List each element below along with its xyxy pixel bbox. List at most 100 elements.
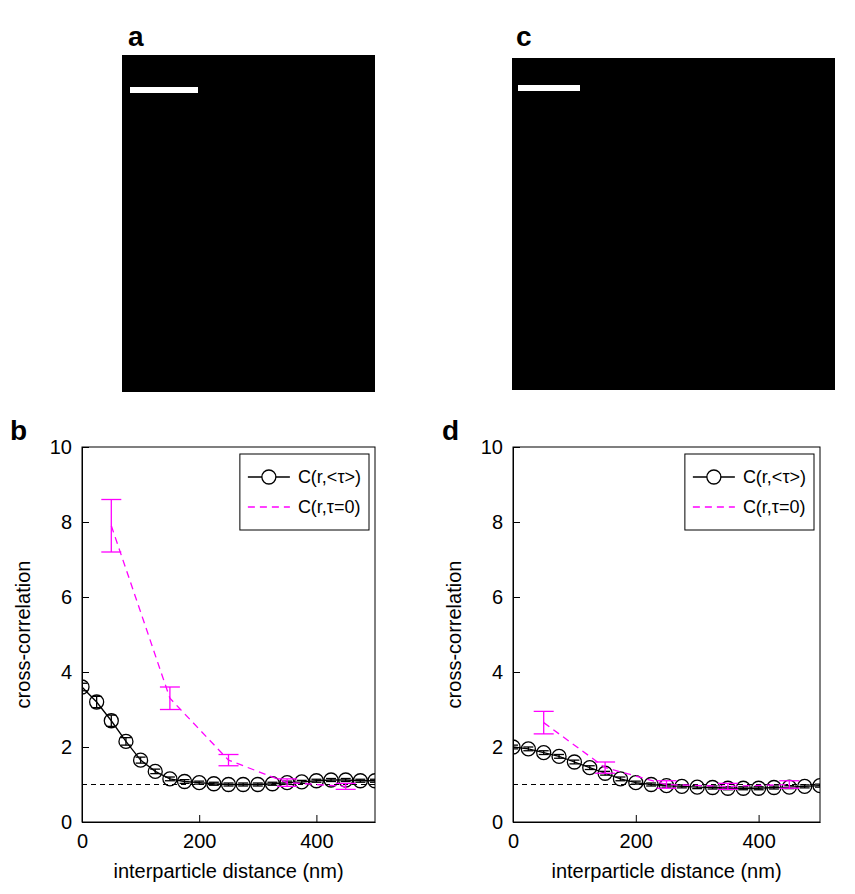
point — [222, 778, 236, 792]
legend-swatch — [248, 506, 290, 507]
point — [134, 753, 148, 767]
x-axis-title: interparticle distance (nm) — [113, 860, 343, 882]
tick-mark — [513, 522, 520, 523]
error-cap — [779, 788, 799, 789]
error-cap — [209, 785, 219, 786]
series-line — [513, 747, 820, 788]
tick-mark — [316, 815, 317, 822]
legend-marker — [707, 470, 721, 484]
point — [148, 764, 162, 778]
error-cap — [615, 780, 625, 781]
plot-data — [82, 500, 375, 792]
tick-label: 400 — [300, 830, 333, 852]
error-cap — [82, 683, 87, 684]
error-cap — [779, 780, 799, 781]
x-axis-title: interparticle distance (nm) — [551, 860, 781, 882]
tick-label: 2 — [61, 736, 72, 758]
error-stem — [111, 500, 112, 553]
error-stem — [228, 755, 229, 766]
error-bar — [370, 779, 375, 782]
tick-label: 6 — [61, 586, 72, 608]
error-cap — [253, 785, 263, 786]
error-bar — [238, 783, 248, 786]
error-cap — [180, 783, 190, 784]
error-cap — [534, 711, 554, 712]
error-cap — [569, 759, 579, 760]
error-cap — [253, 782, 263, 783]
error-bar — [267, 782, 277, 785]
y-axis-title: cross-correlation — [443, 561, 465, 709]
error-bar — [326, 779, 336, 782]
point — [798, 779, 812, 793]
error-bar — [738, 787, 748, 790]
error-bar — [769, 786, 779, 789]
error-cap — [631, 783, 641, 784]
error-bar — [595, 762, 615, 773]
error-bar — [615, 777, 625, 781]
error-cap — [692, 788, 702, 789]
tick-label: 200 — [620, 830, 653, 852]
point — [644, 778, 658, 792]
error-cap — [150, 768, 160, 769]
error-cap — [277, 786, 297, 787]
point — [368, 774, 375, 788]
error-cap — [165, 776, 175, 777]
tick-label: 400 — [742, 830, 775, 852]
panel-label: b — [10, 415, 27, 446]
error-cap — [267, 785, 277, 786]
error-cap — [800, 787, 810, 788]
point — [767, 781, 781, 795]
scale-bar — [130, 87, 198, 93]
tick-mark — [199, 815, 200, 822]
point — [736, 781, 750, 795]
error-cap — [355, 779, 365, 780]
point — [813, 779, 820, 793]
x-axis: 0200400 — [77, 815, 376, 852]
tick-mark — [82, 597, 89, 598]
error-cap — [101, 499, 121, 500]
point — [90, 695, 104, 709]
tick: 400 — [300, 815, 333, 852]
error-cap — [677, 787, 687, 788]
tick: 8 — [61, 511, 89, 533]
point — [675, 779, 689, 793]
tick: 400 — [742, 815, 775, 852]
tick-label: 10 — [481, 436, 503, 458]
error-bar — [165, 777, 175, 781]
error-bar — [219, 755, 239, 766]
error-stem — [82, 683, 83, 691]
point — [521, 742, 535, 756]
error-stem — [666, 781, 667, 789]
legend-box — [240, 454, 369, 530]
error-cap — [708, 788, 718, 789]
image-panel — [512, 58, 835, 390]
error-stem — [140, 757, 141, 763]
error-cap — [585, 765, 595, 766]
error-cap — [769, 788, 779, 789]
error-cap — [754, 789, 764, 790]
tick: 6 — [61, 586, 89, 608]
error-cap — [165, 780, 175, 781]
point — [706, 781, 720, 795]
error-stem — [789, 781, 790, 789]
tick-mark — [82, 447, 89, 448]
error-stem — [727, 783, 728, 789]
tick-mark — [82, 672, 89, 673]
error-cap — [326, 781, 336, 782]
error-bar — [754, 787, 764, 790]
plot-frame — [513, 447, 820, 822]
point — [251, 778, 265, 792]
error-stem — [543, 711, 544, 734]
error-cap — [209, 782, 219, 783]
error-bar — [569, 760, 579, 764]
point — [690, 780, 704, 794]
point — [567, 755, 581, 769]
error-stem — [169, 687, 170, 710]
y-axis: 0246810 — [50, 436, 89, 833]
error-cap — [297, 780, 307, 781]
error-cap — [180, 779, 190, 780]
tick: 0 — [492, 811, 520, 833]
error-cap — [595, 773, 615, 774]
tick-mark — [82, 822, 89, 823]
error-cap — [815, 786, 820, 787]
